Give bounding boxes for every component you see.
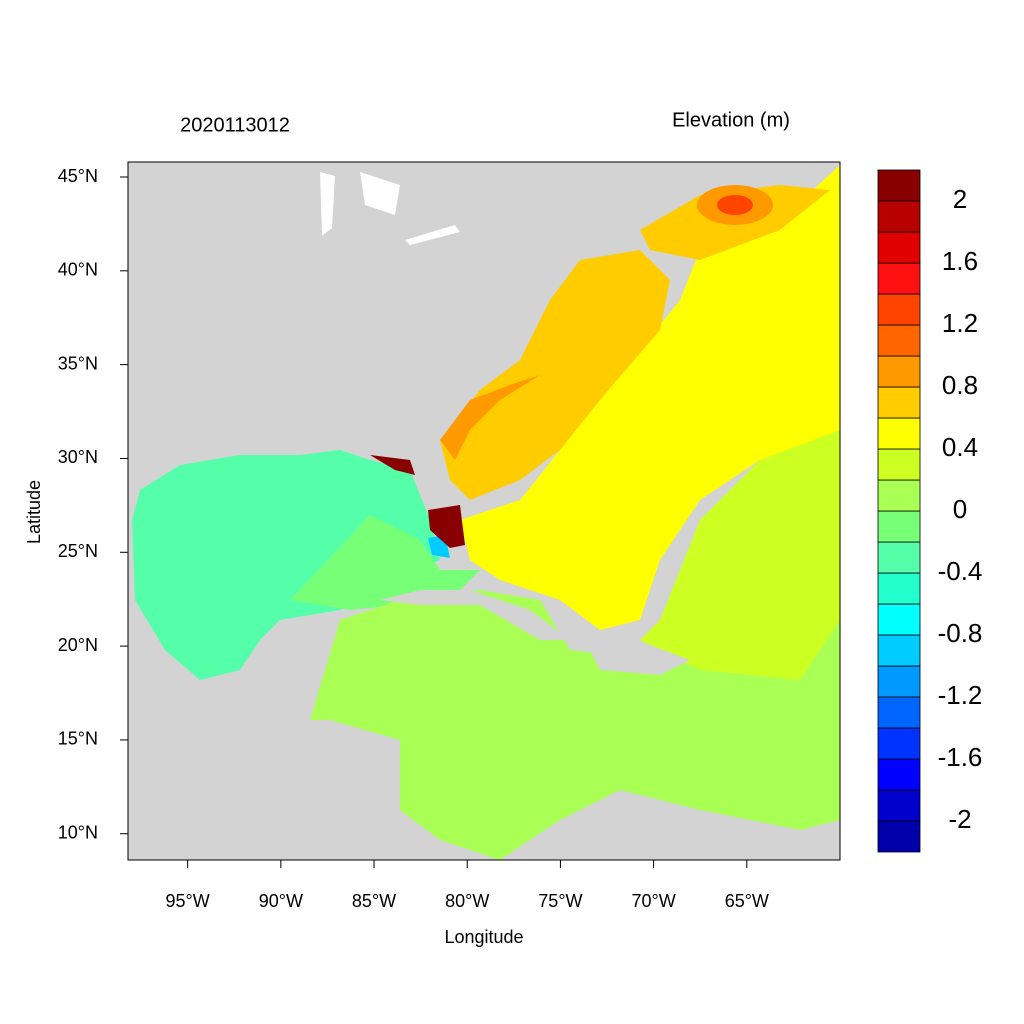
colorbar-box (877, 231, 921, 264)
colorbar-box (877, 324, 921, 357)
florida-high (428, 505, 465, 548)
title-left: 2020113012 (180, 114, 290, 136)
colorbar-label: 0.4 (942, 432, 978, 462)
coastal-band (440, 375, 540, 460)
colorbar-box (877, 293, 921, 326)
x-tick-label: 90°W (259, 891, 303, 911)
map-field (128, 162, 840, 860)
colorbar-box (877, 541, 921, 574)
y-tick-label: 20°N (58, 635, 98, 655)
colorbar-box (877, 510, 921, 543)
gulf-of-mexico (132, 450, 440, 680)
colorbar-box (877, 169, 921, 202)
colorbar-box (877, 572, 921, 605)
colorbar-box (877, 448, 921, 481)
y-axis-label: Latitude (24, 480, 44, 544)
caribbean (310, 590, 840, 860)
colorbar-box (877, 200, 921, 233)
lake-michigan (320, 172, 335, 236)
colorbar-label: 1.2 (942, 308, 978, 338)
x-tick-label: 75°W (538, 891, 582, 911)
lake-erie (405, 225, 460, 245)
colorbar-box (877, 820, 921, 853)
colorbar-label: -1.2 (938, 680, 983, 710)
y-tick-label: 15°N (58, 729, 98, 749)
atlantic (460, 165, 840, 630)
eastern-gulf (290, 515, 480, 610)
colorbar-box (877, 634, 921, 667)
y-tick-label: 10°N (58, 822, 98, 842)
x-tick-label: 85°W (352, 891, 396, 911)
colorbar-box (877, 727, 921, 760)
cuba (380, 590, 570, 640)
colorbar-box (877, 603, 921, 636)
colorbar-box (877, 479, 921, 512)
colorbar-label: -1.6 (938, 742, 983, 772)
colorbar-label: 2 (953, 184, 967, 214)
colorbar-box (877, 386, 921, 419)
x-tick-label: 65°W (725, 891, 769, 911)
big-bend-high (370, 455, 415, 475)
colorbar-box (877, 665, 921, 698)
y-tick-label: 35°N (58, 353, 98, 373)
y-tick-label: 40°N (58, 260, 98, 280)
colorbar-label: -0.8 (938, 618, 983, 648)
x-tick-label: 70°W (632, 891, 676, 911)
colorbar-box (877, 758, 921, 791)
x-axis-label: Longitude (444, 927, 523, 947)
colorbar-label: -2 (948, 804, 971, 834)
title-right: Elevation (m) (672, 109, 790, 131)
atlantic-east (640, 430, 840, 680)
colorbar-box (877, 355, 921, 388)
colorbar-label: 1.6 (942, 246, 978, 276)
plot-frame (127, 161, 841, 861)
hispaniola (590, 645, 690, 675)
colorbar-label: 0 (953, 494, 967, 524)
colorbar-label: 0.8 (942, 370, 978, 400)
colorbar-box (877, 696, 921, 729)
x-tick-label: 80°W (445, 891, 489, 911)
y-tick-label: 30°N (58, 447, 98, 467)
y-tick-label: 45°N (58, 166, 98, 186)
surge-inner (717, 195, 753, 215)
colorbar-box (877, 789, 921, 822)
colorbar-box (877, 417, 921, 450)
y-tick-label: 25°N (58, 541, 98, 561)
lake-huron (360, 172, 400, 215)
south-america (500, 790, 840, 860)
x-tick-label: 95°W (166, 891, 210, 911)
east-shelf (440, 250, 670, 500)
colorbar-label: -0.4 (938, 556, 983, 586)
colorbar-box (877, 262, 921, 295)
